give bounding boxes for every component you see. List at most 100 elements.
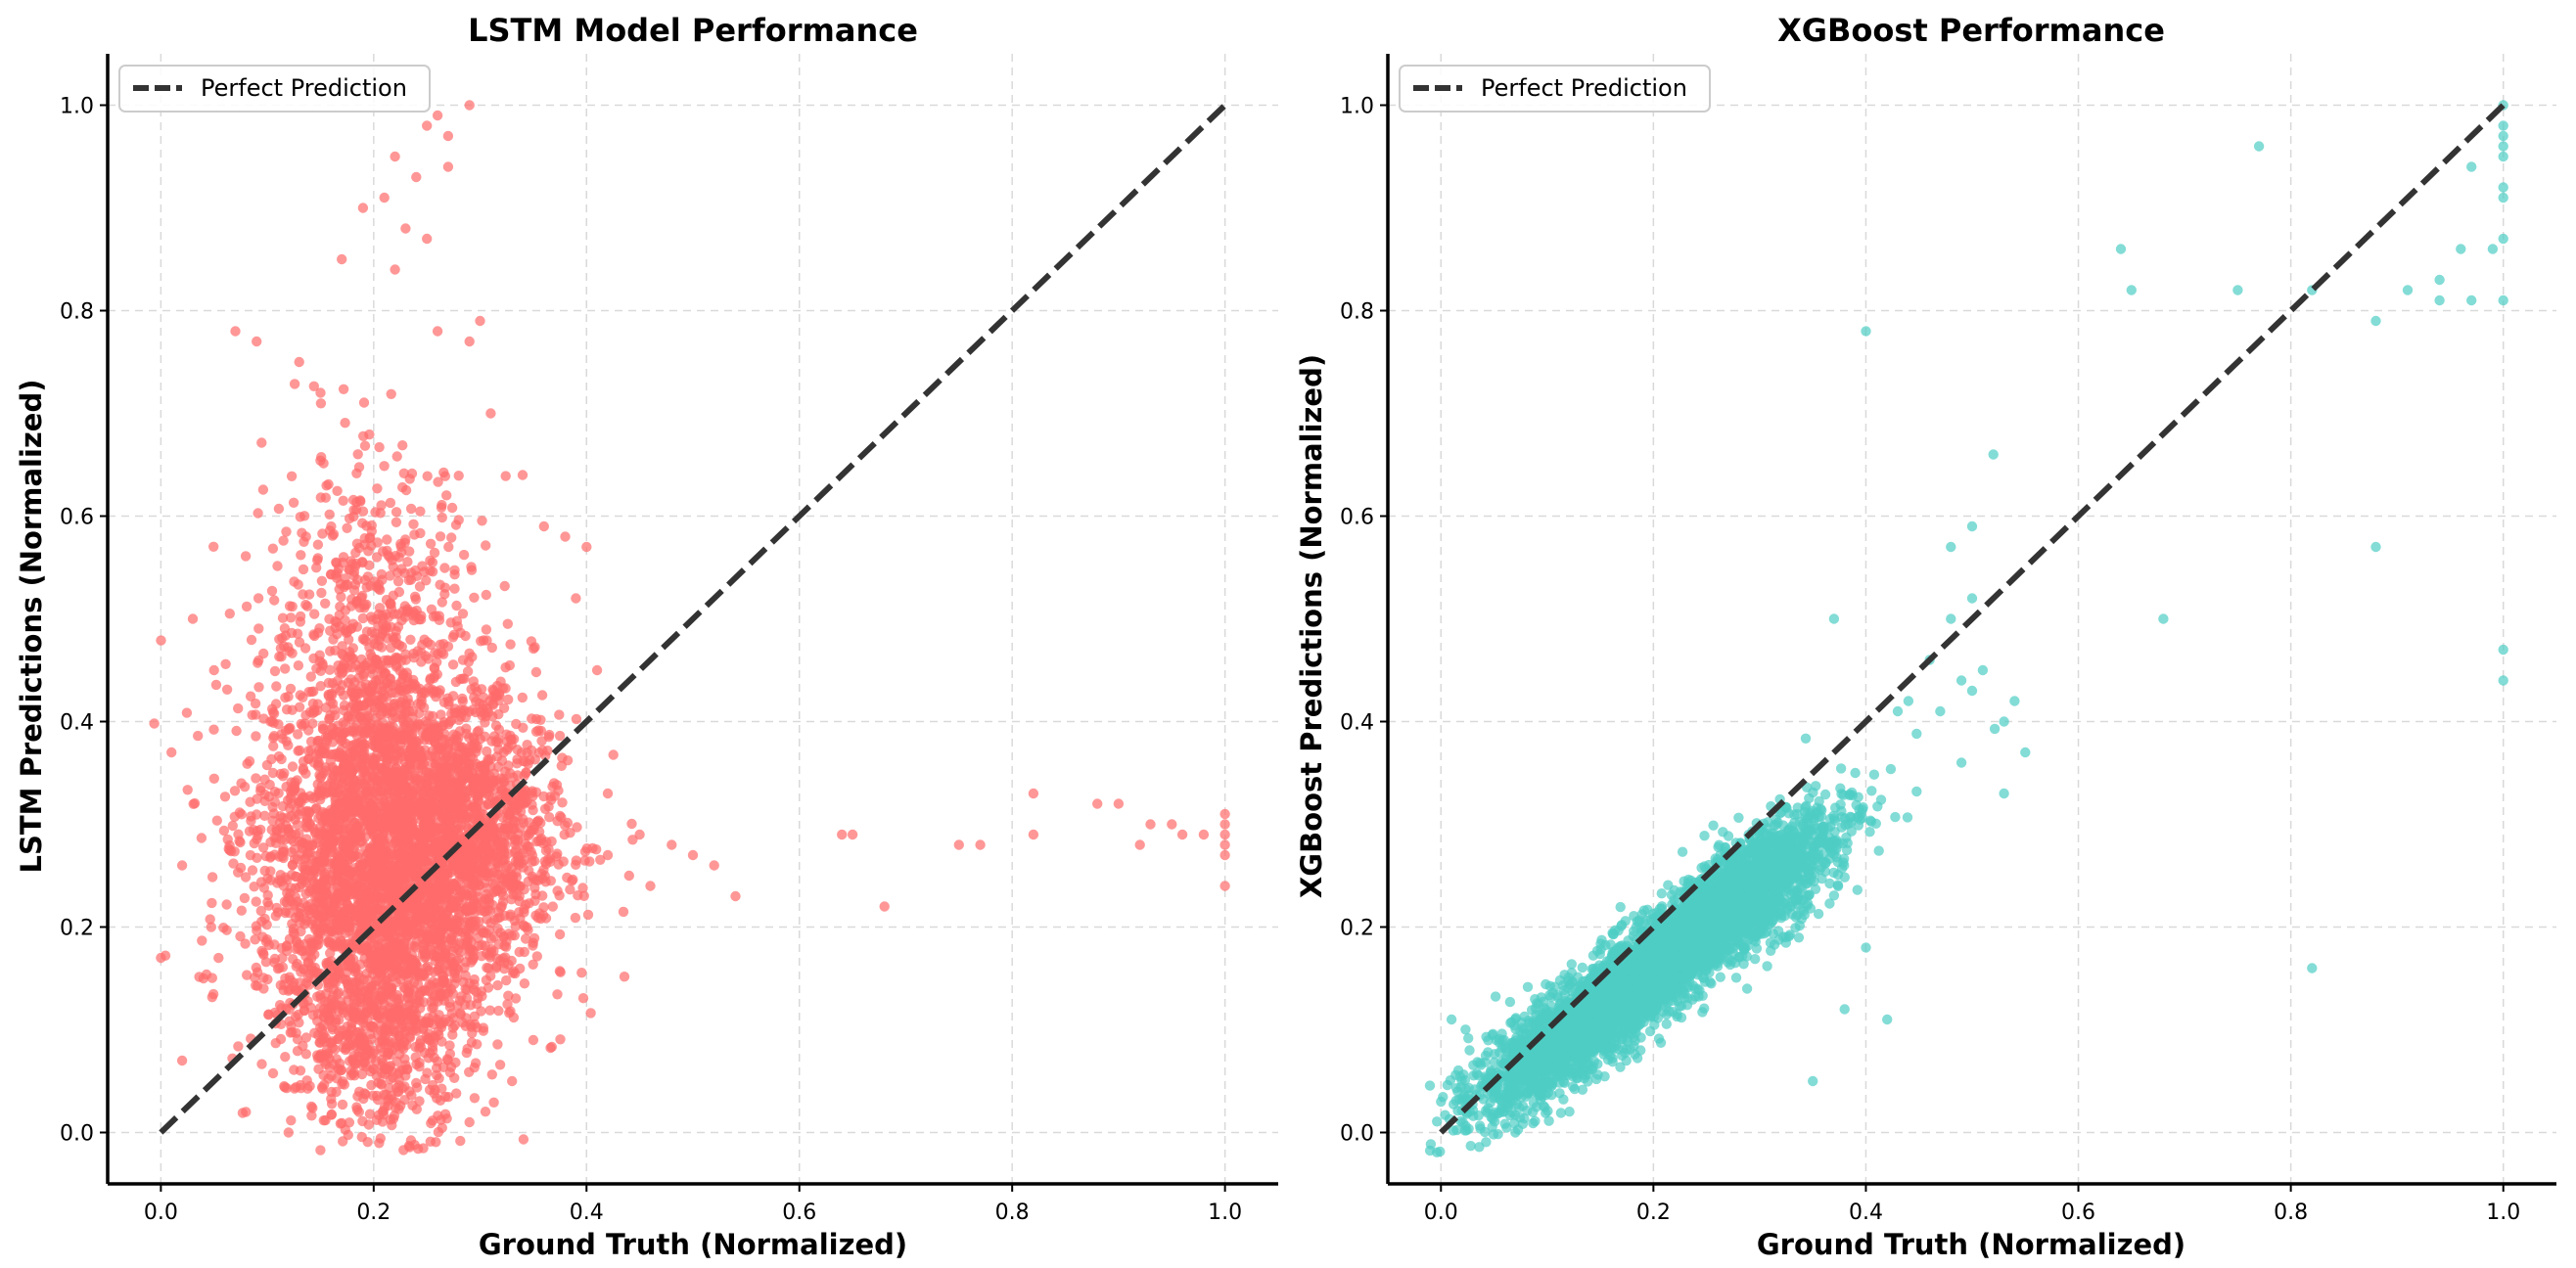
lstm-cluster-point — [333, 1034, 344, 1045]
lstm-cluster-point — [271, 681, 282, 692]
lstm-cluster-point — [344, 513, 355, 524]
lstm-cluster-point — [450, 1057, 461, 1068]
lstm-cluster-point — [530, 666, 542, 678]
lstm-cluster-point — [265, 837, 276, 847]
lstm-cluster-point — [266, 716, 278, 727]
lstm-cluster-point — [339, 1079, 350, 1090]
lstm-cluster-point — [428, 611, 439, 622]
lstm-cluster-point — [275, 979, 286, 991]
lstm-cluster-point — [379, 655, 390, 666]
lstm-cluster-point — [379, 747, 391, 758]
lstm-cluster-point — [333, 822, 345, 833]
lstm-cluster-point — [345, 565, 355, 575]
lstm-cluster-point — [295, 745, 305, 756]
lstm-cluster-point — [338, 384, 349, 394]
lstm-cluster-point — [391, 507, 402, 518]
lstm-cluster-point — [332, 485, 343, 496]
lstm-cluster-point — [337, 1099, 348, 1110]
lstm-cluster-point — [432, 1069, 442, 1081]
lstm-cluster-point — [282, 812, 293, 823]
lstm-cluster-point — [455, 1135, 466, 1147]
lstm-cluster-point — [437, 512, 447, 523]
lstm-cluster-point — [450, 520, 462, 530]
lstm-cluster-point — [442, 641, 454, 652]
lstm-cluster-point — [188, 798, 199, 809]
lstm-cluster-point — [397, 440, 408, 451]
lstm-cluster-point — [359, 440, 371, 451]
lstm-cluster-point — [261, 920, 272, 930]
lstm-cluster-point — [352, 574, 363, 585]
lstm-cluster-point — [321, 1059, 332, 1070]
lstm-cluster-point — [530, 713, 542, 725]
lstm-cluster-point — [502, 618, 513, 629]
lstm-cluster-point — [404, 953, 415, 965]
lstm-cluster-point — [253, 623, 264, 634]
lstm-cluster-point — [208, 773, 219, 784]
lstm-cluster-point — [405, 817, 417, 828]
lstm-cluster-point — [233, 867, 244, 878]
lstm-cluster-point — [205, 914, 215, 925]
lstm-cluster-point — [422, 471, 433, 481]
lstm-cluster-point — [303, 807, 315, 819]
lstm-cluster-point — [218, 825, 230, 837]
lstm-cluster-point — [348, 1066, 359, 1077]
lstm-cluster-point — [402, 693, 413, 704]
lstm-cluster-point — [375, 1025, 387, 1036]
lstm-cluster-point — [402, 930, 413, 941]
lstm-cluster-point — [301, 848, 313, 860]
lstm-cluster-point — [379, 867, 391, 878]
lstm-cluster-point — [481, 540, 491, 551]
lstm-cluster-point — [394, 747, 405, 758]
lstm-cluster-point — [326, 1093, 337, 1105]
lstm-cluster-point — [487, 691, 498, 702]
lstm-cluster-point — [344, 916, 354, 927]
lstm-cluster-point — [303, 979, 314, 990]
lstm-cluster-point — [414, 683, 426, 695]
lstm-cluster-point — [339, 891, 349, 902]
lstm-cluster-point — [410, 565, 421, 576]
lstm-cluster-point — [409, 591, 421, 602]
lstm-cluster-point — [383, 738, 393, 748]
lstm-cluster-point — [482, 746, 492, 757]
lstm-cluster-point — [519, 978, 530, 989]
lstm-cluster-point — [278, 852, 289, 864]
lstm-cluster-point — [552, 989, 563, 1000]
lstm-cluster-point — [378, 618, 389, 630]
lstm-cluster-point — [357, 860, 368, 871]
lstm-cluster-point — [355, 496, 366, 507]
lstm-cluster-point — [464, 945, 476, 957]
lstm-cluster-point — [373, 993, 384, 1004]
lstm-cluster-point — [333, 1064, 345, 1075]
lstm-cluster-point — [221, 899, 232, 910]
lstm-cluster-point — [353, 978, 365, 989]
lstm-cluster-point — [370, 507, 381, 518]
lstm-cluster-point — [244, 826, 255, 837]
lstm-cluster-point — [245, 691, 256, 702]
lstm-cluster-point — [287, 761, 299, 772]
lstm-cluster-point — [251, 980, 261, 991]
lstm-cluster-point — [289, 576, 299, 587]
lstm-cluster-point — [357, 506, 369, 517]
lstm-cluster-point — [274, 963, 285, 974]
lstm-cluster-point — [383, 973, 393, 984]
lstm-cluster-point — [565, 884, 575, 895]
lstm-cluster-point — [453, 944, 464, 955]
lstm-cluster-point — [379, 1089, 390, 1101]
lstm-cluster-point — [375, 1133, 386, 1144]
lstm-cluster-point — [396, 1019, 407, 1030]
lstm-cluster-point — [451, 1088, 462, 1099]
lstm-cluster-point — [348, 995, 359, 1006]
lstm-cluster-point — [312, 738, 323, 748]
lstm-cluster-point — [365, 786, 376, 796]
lstm-cluster-point — [352, 1091, 363, 1102]
lstm-cluster-point — [492, 979, 503, 991]
lstm-cluster-point — [313, 934, 324, 945]
lstm-cluster-point — [446, 532, 457, 543]
lstm-cluster-point — [286, 1115, 297, 1126]
lstm-cluster-point — [290, 780, 300, 791]
lstm-cluster-point — [345, 674, 356, 685]
lstm-cluster-point — [340, 418, 350, 429]
lstm-cluster-point — [240, 551, 252, 562]
lstm-cluster-point — [428, 1011, 438, 1022]
lstm-cluster-point — [451, 600, 462, 611]
